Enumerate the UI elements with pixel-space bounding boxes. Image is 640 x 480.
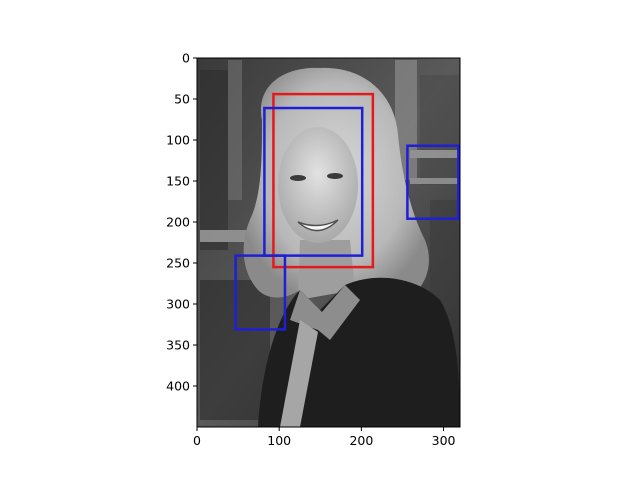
detection-boxes xyxy=(234,92,460,331)
right-eye xyxy=(327,173,343,179)
detection-box xyxy=(272,92,375,269)
y-axis-ticks: 0 50 100 150 200 250 300 350 400 xyxy=(166,51,197,394)
face xyxy=(278,127,358,243)
axes-frame xyxy=(196,57,461,428)
y-tick-label: 300 xyxy=(166,297,190,312)
x-tick-label: 200 xyxy=(349,433,373,448)
x-tick-label: 0 xyxy=(193,433,201,448)
detection-box xyxy=(263,106,364,257)
mouth xyxy=(297,219,339,232)
y-tick-label: 150 xyxy=(166,174,190,189)
y-tick-label: 200 xyxy=(166,215,190,230)
left-eye xyxy=(290,175,306,181)
y-tick-label: 0 xyxy=(182,51,190,66)
y-tick-label: 100 xyxy=(166,133,190,148)
y-tick-label: 350 xyxy=(166,338,190,353)
shirt-front xyxy=(280,320,318,427)
background-shelves xyxy=(200,60,460,420)
photo xyxy=(197,58,460,427)
x-tick-label: 300 xyxy=(432,433,456,448)
detection-box xyxy=(406,144,460,220)
detection-box xyxy=(234,254,287,331)
x-axis-ticks: 0 100 200 300 xyxy=(193,427,456,448)
x-tick-label: 100 xyxy=(267,433,291,448)
y-tick-label: 250 xyxy=(166,256,190,271)
y-tick-label: 50 xyxy=(174,92,190,107)
y-tick-label: 400 xyxy=(166,379,190,394)
